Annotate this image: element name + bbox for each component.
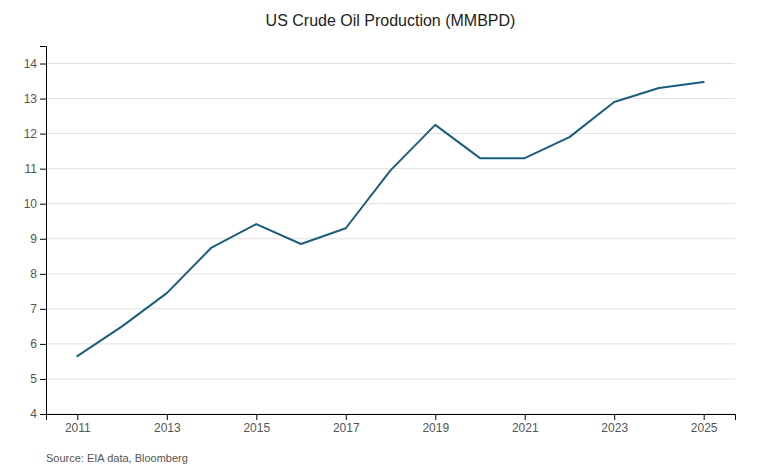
- x-tick-mark: [167, 414, 168, 420]
- y-axis-line: [40, 47, 47, 415]
- annotation: Source: EIA data, Bloomberg: [46, 452, 188, 464]
- y-tick: 13: [24, 92, 46, 106]
- title: US Crude Oil Production (MMBPD): [266, 12, 516, 29]
- grid-line: [46, 273, 735, 274]
- x-tick: 2013: [154, 414, 181, 435]
- x-tick-label: 2015: [243, 421, 270, 435]
- y-tick-label: 9: [30, 232, 37, 246]
- grid-line: [46, 238, 735, 239]
- y-tick-label: 7: [30, 302, 37, 316]
- y-tick-mark: [40, 204, 46, 205]
- x-tick-mark: [77, 414, 78, 420]
- x-tick: 2025: [691, 414, 718, 435]
- y-tick-mark: [40, 134, 46, 135]
- x-tick-mark: [704, 414, 705, 420]
- y-tick-mark: [40, 64, 46, 65]
- x-tick-mark: [256, 414, 257, 420]
- grid-line: [46, 63, 735, 64]
- x-tick-mark: [525, 414, 526, 420]
- y-tick: 7: [30, 302, 46, 316]
- y-tick-label: 12: [24, 127, 38, 141]
- plot-area: [77, 82, 703, 356]
- grid-line: [46, 203, 735, 204]
- y-tick-mark: [40, 99, 46, 100]
- y-tick-label: 8: [30, 267, 37, 281]
- y-tick: 4: [30, 407, 46, 421]
- y-tick: 6: [30, 337, 46, 351]
- x-tick-label: 2011: [65, 421, 91, 435]
- grid: [46, 64, 735, 414]
- y-tick-label: 10: [24, 197, 38, 211]
- x-tick: 2023: [601, 414, 628, 435]
- y-axis: 4 5 6 7 8 9 10 11 12 13 14: [24, 47, 47, 422]
- x-tick-label: 2017: [333, 421, 360, 435]
- x-tick: 2019: [422, 414, 449, 435]
- x-tick-label: 2013: [154, 421, 181, 435]
- y-tick-label: 13: [24, 92, 38, 106]
- grid-line: [46, 343, 735, 344]
- x-tick-label: 2021: [512, 421, 539, 435]
- y-tick-mark: [40, 169, 46, 170]
- grid-line: [46, 308, 735, 309]
- x-tick-label: 2025: [691, 421, 718, 435]
- y-tick: 9: [30, 232, 46, 246]
- y-tick: 10: [24, 197, 46, 211]
- y-tick-label: 11: [25, 162, 38, 176]
- x-tick: 2017: [333, 414, 360, 435]
- y-tick-label: 5: [30, 372, 37, 386]
- y-tick-mark: [40, 239, 46, 240]
- y-tick: 12: [24, 127, 46, 141]
- y-tick: 11: [25, 162, 46, 176]
- x-tick: 2011: [65, 414, 91, 435]
- y-tick-mark: [40, 414, 46, 415]
- x-tick-label: 2023: [601, 421, 628, 435]
- x-axis: 2011 2013 2015 2017 2019 2021 2023 2025: [47, 414, 736, 435]
- y-tick-mark: [40, 344, 46, 345]
- x-tick-mark: [346, 414, 347, 420]
- y-tick: 8: [30, 267, 46, 281]
- grid-line: [46, 133, 735, 134]
- line: [77, 82, 703, 356]
- x-tick-label: 2019: [422, 421, 449, 435]
- x-tick-mark: [614, 414, 615, 420]
- y-tick-label: 4: [30, 407, 37, 421]
- y-tick-label: 14: [24, 57, 38, 71]
- grid-line: [46, 98, 735, 99]
- x-tick: 2015: [243, 414, 270, 435]
- y-tick-mark: [40, 274, 46, 275]
- y-tick: 14: [24, 57, 46, 71]
- x-tick: 2021: [512, 414, 539, 435]
- y-tick-label: 6: [30, 337, 37, 351]
- chart: 2011 2013 2015 2017 2019 2021 2023 2025 4 5 6 7 8 9 10…: [0, 0, 761, 472]
- x-tick-mark: [435, 414, 436, 420]
- y-tick-mark: [40, 309, 46, 310]
- x-axis-line: [47, 415, 736, 421]
- y-tick: 5: [30, 372, 46, 386]
- grid-line: [46, 378, 735, 379]
- y-tick-mark: [40, 379, 46, 380]
